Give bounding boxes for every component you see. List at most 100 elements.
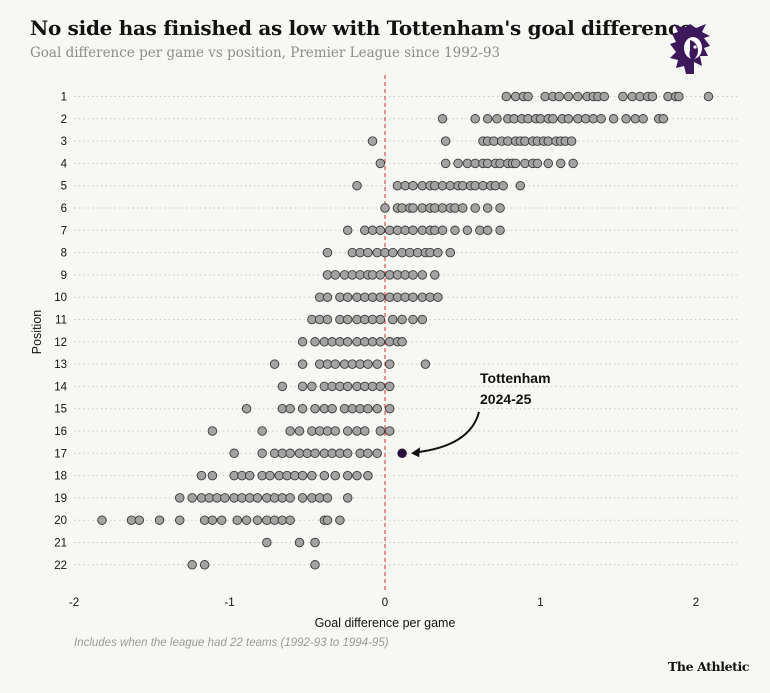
season-point bbox=[397, 337, 407, 347]
season-point bbox=[596, 114, 606, 124]
season-point bbox=[492, 114, 502, 124]
y-tick-label: 21 bbox=[54, 538, 67, 550]
season-point bbox=[285, 493, 295, 503]
season-point bbox=[302, 448, 313, 459]
season-point bbox=[257, 448, 267, 459]
season-point bbox=[462, 158, 473, 169]
season-point bbox=[347, 359, 358, 369]
season-point bbox=[384, 426, 395, 436]
season-point bbox=[269, 515, 280, 525]
season-point bbox=[372, 448, 382, 459]
season-point bbox=[408, 180, 418, 191]
season-point bbox=[375, 292, 386, 302]
season-point bbox=[482, 203, 493, 213]
y-tick-label: 17 bbox=[54, 448, 67, 460]
season-point bbox=[360, 292, 370, 302]
season-point bbox=[417, 180, 428, 191]
season-point bbox=[342, 292, 353, 302]
season-point bbox=[307, 426, 317, 436]
y-tick-label: 8 bbox=[61, 248, 67, 260]
season-point bbox=[199, 515, 210, 525]
season-point bbox=[277, 403, 288, 414]
season-point bbox=[360, 337, 370, 347]
season-point bbox=[375, 381, 386, 392]
season-point bbox=[319, 448, 330, 459]
season-point bbox=[367, 381, 378, 392]
season-point bbox=[335, 381, 345, 392]
y-tick-label: 14 bbox=[54, 381, 67, 393]
season-point bbox=[277, 448, 288, 459]
season-point bbox=[307, 314, 317, 325]
season-point bbox=[282, 470, 292, 481]
season-point bbox=[319, 381, 330, 392]
y-tick-label: 20 bbox=[54, 515, 67, 527]
season-point bbox=[322, 359, 333, 369]
season-point bbox=[674, 91, 684, 102]
season-point bbox=[375, 225, 386, 236]
season-point bbox=[322, 270, 333, 280]
season-point bbox=[290, 470, 300, 481]
season-point bbox=[540, 91, 550, 102]
season-point bbox=[342, 381, 353, 392]
y-tick-label: 19 bbox=[54, 493, 67, 505]
season-point bbox=[187, 560, 197, 570]
season-point bbox=[437, 114, 448, 124]
season-point bbox=[430, 225, 440, 236]
season-point bbox=[355, 359, 365, 369]
season-point bbox=[244, 470, 255, 481]
season-point bbox=[363, 359, 373, 369]
season-point bbox=[417, 314, 428, 325]
annotation-team: Tottenham bbox=[480, 370, 551, 386]
season-point bbox=[384, 381, 395, 392]
season-point bbox=[314, 314, 325, 325]
season-point bbox=[319, 470, 330, 481]
season-point bbox=[397, 203, 407, 213]
season-point bbox=[265, 470, 275, 481]
season-point bbox=[400, 180, 410, 191]
season-point bbox=[532, 158, 543, 169]
season-point bbox=[425, 292, 435, 302]
season-point bbox=[252, 493, 263, 503]
x-tick-label: 2 bbox=[693, 597, 699, 609]
season-point bbox=[335, 314, 345, 325]
season-point bbox=[262, 515, 272, 525]
season-point bbox=[314, 359, 325, 369]
y-axis-label: Position bbox=[30, 310, 44, 355]
season-point bbox=[229, 448, 239, 459]
season-point bbox=[352, 426, 362, 436]
season-point bbox=[285, 515, 295, 525]
season-point bbox=[420, 359, 431, 369]
season-point bbox=[523, 114, 533, 124]
season-point bbox=[430, 180, 440, 191]
season-point bbox=[207, 426, 218, 436]
season-point bbox=[294, 448, 305, 459]
y-tick-label: 13 bbox=[54, 359, 67, 371]
season-point bbox=[458, 203, 468, 213]
y-tick-label: 3 bbox=[61, 136, 67, 148]
y-tick-label: 18 bbox=[54, 471, 67, 483]
season-point bbox=[408, 203, 418, 213]
annotation-arrowhead bbox=[411, 447, 421, 458]
season-point bbox=[470, 180, 480, 191]
season-point bbox=[450, 203, 460, 213]
season-point bbox=[425, 247, 435, 258]
season-point bbox=[310, 537, 320, 548]
x-tick-label: 1 bbox=[537, 597, 543, 609]
season-point bbox=[408, 292, 418, 302]
season-point bbox=[478, 180, 488, 191]
season-point bbox=[400, 292, 410, 302]
season-point bbox=[342, 426, 353, 436]
y-tick-label: 11 bbox=[55, 315, 67, 327]
season-point bbox=[347, 270, 358, 280]
season-point bbox=[630, 114, 641, 124]
season-point bbox=[388, 247, 398, 258]
season-point bbox=[335, 515, 345, 525]
season-point bbox=[319, 337, 330, 347]
season-point bbox=[510, 91, 521, 102]
season-point bbox=[360, 314, 370, 325]
season-point bbox=[392, 292, 403, 302]
season-point bbox=[297, 359, 308, 369]
season-point bbox=[237, 493, 247, 503]
season-point bbox=[482, 225, 493, 236]
